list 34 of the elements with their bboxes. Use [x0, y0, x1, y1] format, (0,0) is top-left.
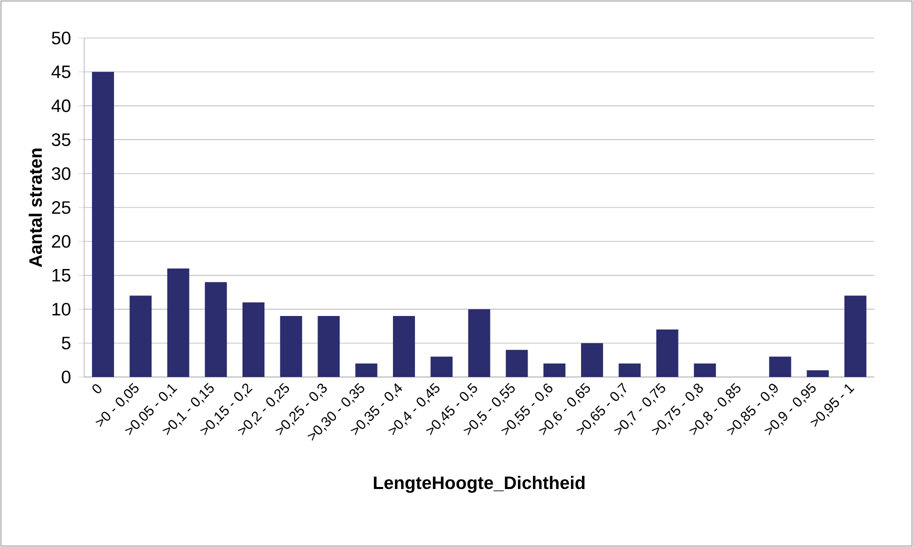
- y-tick-label: 30: [52, 167, 70, 180]
- y-axis-title: Aantal straten: [28, 148, 42, 268]
- bar: [242, 302, 264, 377]
- bar: [92, 72, 114, 377]
- y-tick-label: 35: [52, 133, 70, 146]
- bar: [204, 282, 227, 377]
- bar: [318, 316, 340, 377]
- bar: [844, 296, 866, 377]
- bar: [392, 316, 415, 377]
- bar: [355, 363, 378, 377]
- bar: [543, 363, 566, 377]
- bar: [581, 343, 604, 377]
- y-tick-label: 50: [52, 32, 70, 44]
- y-tick-label: 5: [62, 336, 70, 350]
- bar: [618, 363, 641, 377]
- y-tick-label: 40: [52, 99, 70, 112]
- bar: [130, 296, 152, 377]
- bar: [656, 330, 678, 377]
- y-tick-label: 20: [52, 235, 70, 248]
- y-tick-label: 15: [52, 269, 70, 282]
- bar: [806, 370, 829, 377]
- bar: [506, 350, 528, 377]
- bar: [468, 309, 490, 377]
- y-tick-label: 10: [52, 302, 70, 316]
- x-axis-title: LengteHoogte_Dichtheid: [374, 476, 585, 493]
- bar: [167, 268, 190, 377]
- bar: [694, 363, 716, 377]
- y-tick-label: 45: [52, 66, 70, 78]
- y-tick-label: 0: [62, 370, 70, 384]
- bar: [430, 356, 453, 377]
- y-tick-label: 25: [52, 201, 70, 214]
- x-tick-label: 0: [92, 384, 102, 394]
- bar: [769, 356, 792, 377]
- bar: [280, 316, 302, 377]
